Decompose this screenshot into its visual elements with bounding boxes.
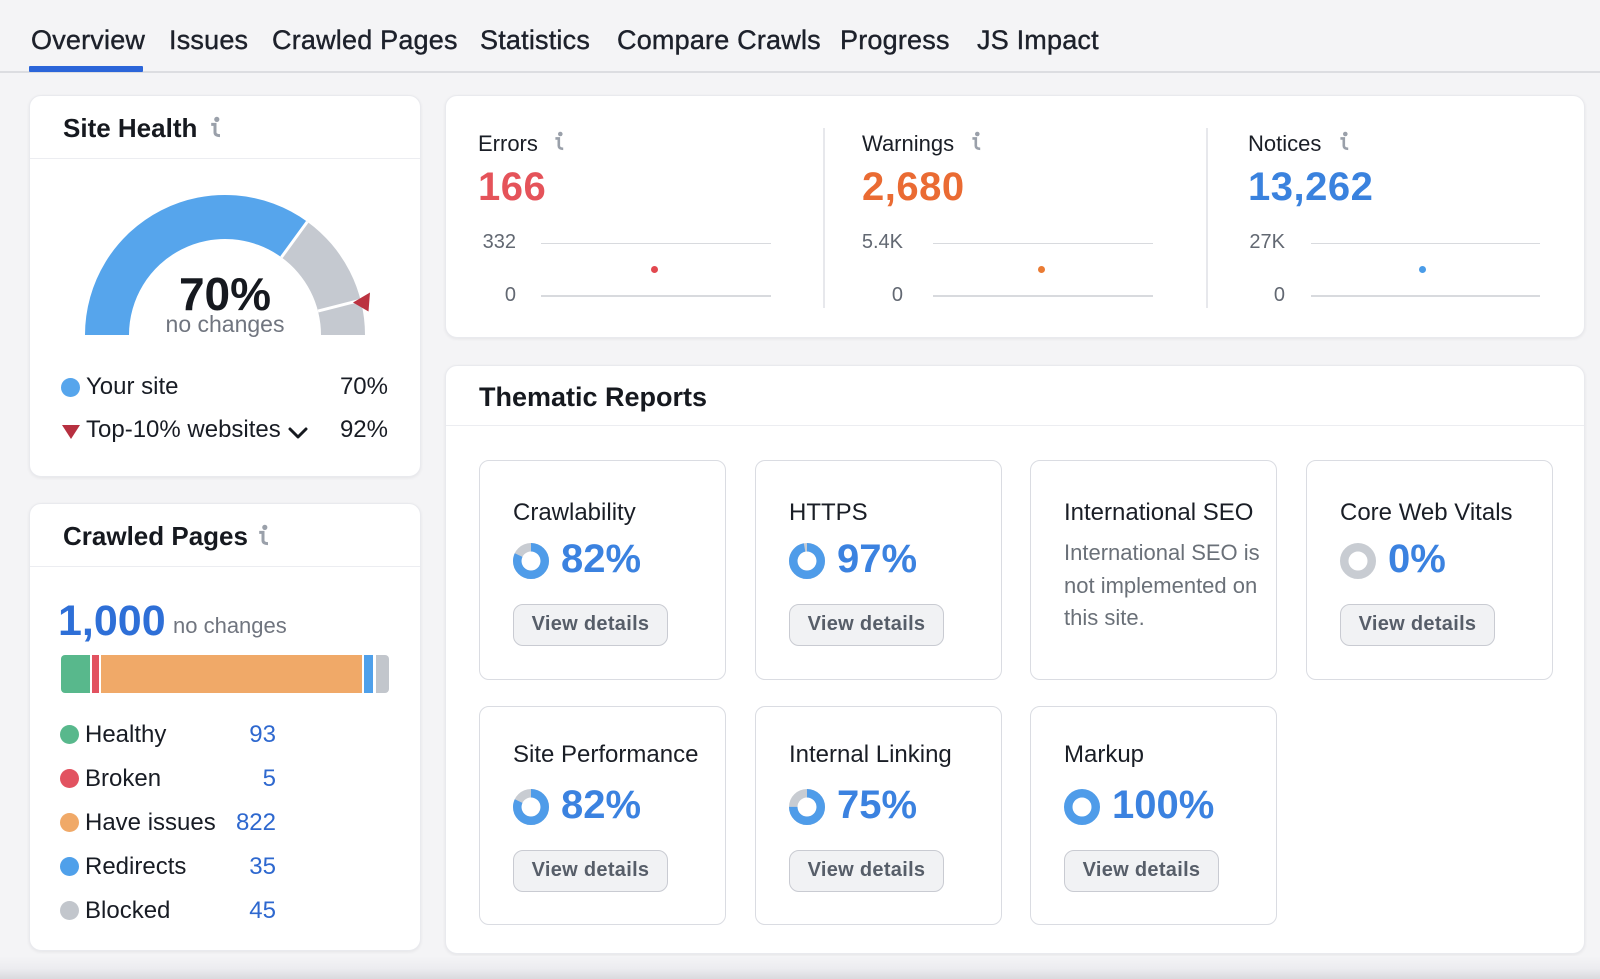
svg-text:70%: 70%: [179, 268, 271, 320]
svg-text:no changes: no changes: [166, 311, 285, 337]
